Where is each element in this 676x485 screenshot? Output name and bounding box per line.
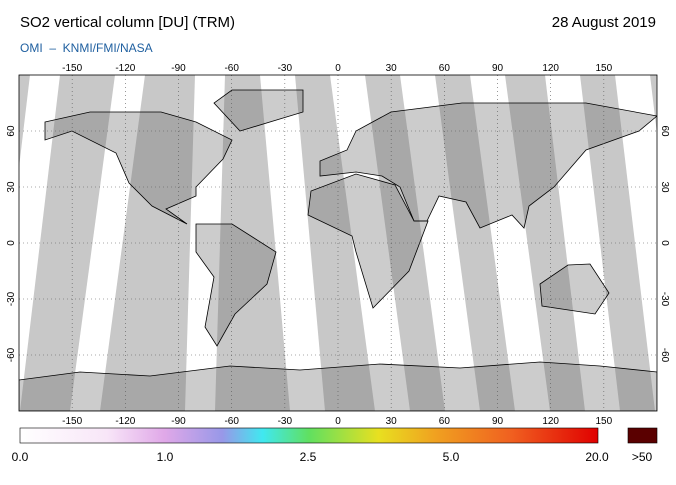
lon-tick-label-top: 0 bbox=[335, 63, 341, 74]
lon-tick-label-bottom: -150 bbox=[62, 416, 82, 427]
lat-tick-label-left: -60 bbox=[6, 347, 17, 362]
lon-tick-label-top: 30 bbox=[386, 63, 398, 74]
lat-tick-label-left: 60 bbox=[6, 125, 17, 137]
colorbar-label: >50 bbox=[632, 450, 653, 464]
date: 28 August 2019 bbox=[552, 14, 656, 31]
lon-tick-label-bottom: 90 bbox=[492, 416, 504, 427]
lon-tick-label-bottom: 0 bbox=[335, 416, 341, 427]
lon-tick-label-top: -120 bbox=[115, 63, 135, 74]
south-america bbox=[195, 223, 277, 347]
lon-tick-label-top: 150 bbox=[595, 63, 612, 74]
title: SO2 vertical column [DU] (TRM) bbox=[20, 14, 235, 31]
lon-tick-label-bottom: -30 bbox=[278, 416, 293, 427]
lon-tick-label-top: -60 bbox=[224, 63, 239, 74]
colorbar bbox=[19, 427, 599, 444]
lat-tick-label-left: 0 bbox=[6, 240, 17, 246]
lon-tick-label-bottom: 60 bbox=[439, 416, 451, 427]
source: OMI – KNMI/FMI/NASA bbox=[20, 41, 153, 55]
lat-tick-label-left: 30 bbox=[6, 181, 17, 193]
map bbox=[19, 75, 657, 411]
map-frame bbox=[18, 74, 658, 412]
antarctica bbox=[19, 361, 657, 411]
lat-tick-label-right: 0 bbox=[659, 240, 670, 246]
graticule bbox=[19, 75, 657, 411]
eurasia bbox=[319, 102, 657, 229]
lon-tick-label-top: -90 bbox=[171, 63, 186, 74]
lon-tick-label-bottom: 120 bbox=[542, 416, 559, 427]
lon-tick-label-bottom: -120 bbox=[115, 416, 135, 427]
colorbar-label: 20.0 bbox=[585, 450, 609, 464]
lat-tick-label-right: -30 bbox=[659, 292, 670, 307]
lon-tick-label-bottom: 150 bbox=[595, 416, 612, 427]
lon-tick-label-bottom: -60 bbox=[224, 416, 239, 427]
lon-tick-label-bottom: -90 bbox=[171, 416, 186, 427]
lat-tick-label-left: -30 bbox=[6, 291, 17, 306]
colorbar-label: 2.5 bbox=[300, 450, 317, 464]
lon-tick-label-top: 60 bbox=[439, 63, 451, 74]
lat-tick-label-right: -60 bbox=[659, 348, 670, 363]
colorbar-labels: 0.0 1.0 2.5 5.0 20.0 >50 bbox=[12, 450, 653, 464]
lon-tick-label-top: -30 bbox=[278, 63, 293, 74]
map-ticks: -150 -150 -120 -120 -90 -90 -60 -60 -30 -30 0 0 30 30… bbox=[6, 63, 670, 427]
colorbar-label: 5.0 bbox=[443, 450, 460, 464]
colorbar-overflow bbox=[627, 427, 658, 444]
lon-tick-label-top: -150 bbox=[62, 63, 82, 74]
north-america bbox=[44, 111, 233, 225]
greenland bbox=[213, 89, 304, 132]
colorbar-label: 0.0 bbox=[12, 450, 29, 464]
colorbar-label: 1.0 bbox=[157, 450, 174, 464]
lat-tick-label-right: 30 bbox=[659, 181, 670, 193]
lon-tick-label-bottom: 30 bbox=[386, 416, 398, 427]
lon-tick-label-top: 90 bbox=[492, 63, 504, 74]
lon-tick-label-top: 120 bbox=[542, 63, 559, 74]
lat-tick-label-right: 60 bbox=[659, 125, 670, 137]
australia bbox=[539, 263, 610, 315]
